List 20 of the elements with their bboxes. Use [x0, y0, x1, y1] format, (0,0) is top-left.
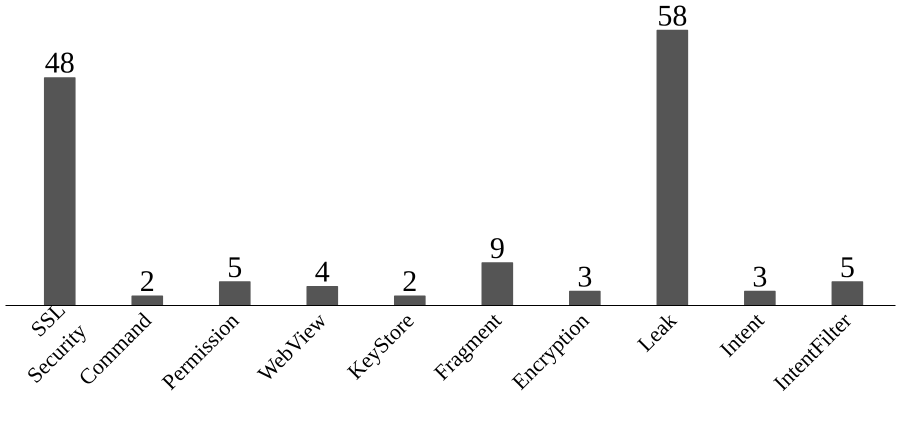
bar [306, 286, 338, 306]
bar [832, 281, 864, 306]
bar [569, 290, 601, 306]
data-label: 3 [752, 260, 768, 294]
data-label: 48 [44, 46, 75, 80]
bar [218, 281, 251, 306]
bar [656, 30, 688, 306]
bar [744, 290, 776, 306]
data-label: 5 [840, 250, 855, 284]
data-label: 5 [227, 250, 242, 284]
bar [394, 296, 426, 306]
bar [44, 77, 76, 306]
data-label: 9 [490, 232, 505, 265]
data-label: 3 [577, 260, 592, 294]
data-label: 2 [402, 265, 418, 298]
bar [131, 296, 164, 306]
data-label: 4 [314, 256, 330, 289]
data-label: 58 [657, 0, 688, 32]
data-label: 2 [140, 265, 155, 298]
bar [482, 262, 514, 306]
